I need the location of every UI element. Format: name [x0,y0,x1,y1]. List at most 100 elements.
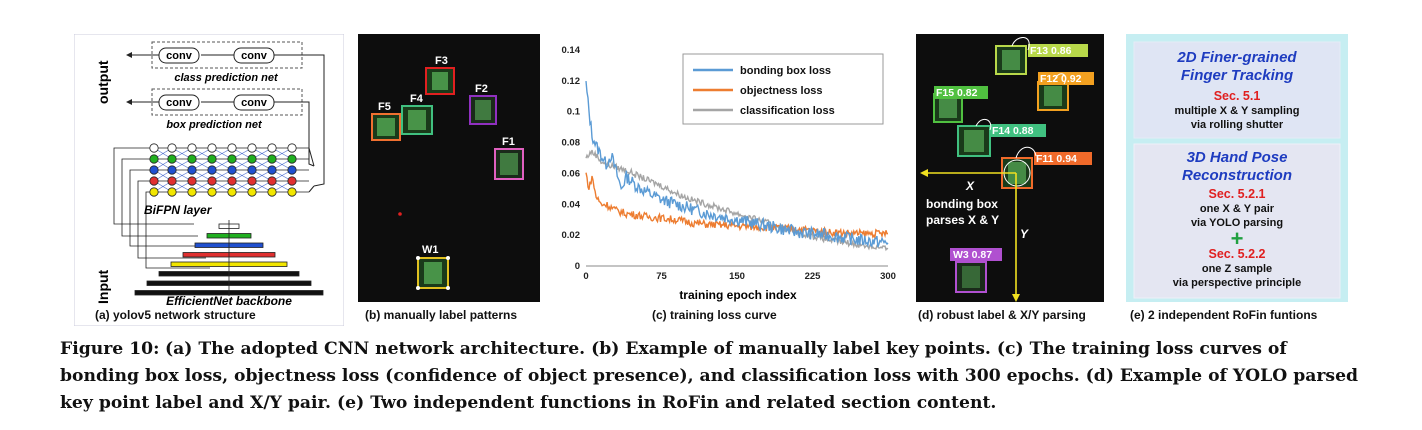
output-label: output [95,60,111,104]
finger-box-f2: F2 [469,83,497,125]
svg-text:one X & Y pair: one X & Y pair [1200,203,1275,215]
svg-text:conv: conv [241,97,268,109]
y-tick-label: 0 [575,261,580,272]
x-tick-label: 300 [880,271,896,282]
bifpn-node [287,165,297,175]
bifpn-node [187,187,197,197]
bifpn-node [167,165,177,175]
svg-text:F12 0.92: F12 0.92 [1040,73,1082,85]
bifpn-node [247,154,257,164]
bifpn-node [267,176,277,186]
x-tick-label: 225 [805,271,822,282]
bifpn-node [267,154,277,164]
label-f14: F14 0.88 [957,124,1046,157]
bifpn-node [167,187,177,197]
svg-text:F1: F1 [502,136,515,148]
bifpn-node [267,143,277,153]
bifpn-node [227,143,237,153]
bifpn-node [267,165,277,175]
efficientnet-backbone [134,220,324,296]
bifpn-node [149,143,159,153]
label-f15: F15 0.82 [933,86,988,123]
bifpn-node [267,187,277,197]
x-axis-label: X [965,179,975,193]
svg-text:F13 0.86: F13 0.86 [1030,45,1072,57]
bifpn-node [167,143,177,153]
bifpn-node [247,165,257,175]
svg-text:multiple X & Y sampling: multiple X & Y sampling [1175,105,1300,117]
plus-icon: + [1231,226,1244,251]
bifpn-node [227,154,237,164]
conv-block: conv [233,47,275,64]
parse-text-1: bonding box [926,197,998,211]
backbone-label: EfficientNet backbone [166,294,292,308]
bifpn-node [207,187,217,197]
svg-text:via perspective principle: via perspective principle [1173,277,1301,289]
y-tick-label: 0.04 [562,199,581,210]
bifpn-node [207,165,217,175]
figure-number: Figure 10: [60,339,160,359]
panel-c-loss-chart: 0 75 150 225 300 0 0.02 0.04 0.06 0.08 0.1 0.12 0.14… [548,34,900,326]
svg-text:F11 0.94: F11 0.94 [1036,153,1077,165]
svg-text:F3: F3 [435,55,448,67]
bifpn-node [207,143,217,153]
bifpn-node [167,176,177,186]
svg-text:conv: conv [166,50,193,62]
svg-text:Finger Tracking: Finger Tracking [1181,67,1293,84]
series-line-objectness [585,172,889,240]
conv-block: conv [158,47,200,64]
panel-b-label-patterns: F3 F4 F5 F2 F1 W1 [358,34,540,302]
finger-box-f1: F1 [494,136,524,180]
bifpn-node [207,176,217,186]
bifpn-node [149,165,159,175]
bifpn-node [187,176,197,186]
function-box-3d: 3D Hand Pose Reconstruction Sec. 5.2.1 o… [1133,143,1341,299]
y-tick-label: 0.14 [562,45,581,56]
svg-text:Sec. 5.1: Sec. 5.1 [1214,89,1261,103]
series-line-classification [585,149,889,252]
label-f13: F13 0.86 [995,44,1088,75]
bifpn-node [247,187,257,197]
svg-text:3D Hand Pose: 3D Hand Pose [1187,149,1288,166]
bifpn-node [227,165,237,175]
svg-text:F5: F5 [378,101,391,113]
subcaption-d: (d) robust label & X/Y parsing [918,308,1086,322]
finger-box-f5: F5 [371,101,401,141]
bifpn-node [247,143,257,153]
svg-text:via rolling shutter: via rolling shutter [1191,119,1284,131]
x-tick-label: 0 [583,271,588,282]
bifpn-node [187,165,197,175]
caption-text: (a) The adopted CNN network architecture… [60,339,1359,413]
legend-label: objectness loss [740,85,823,97]
finger-box-f3: F3 [425,55,455,95]
svg-text:F2: F2 [475,83,488,95]
y-axis-label: Y [1020,227,1029,241]
bifpn-node [167,154,177,164]
svg-text:W3 0.87: W3 0.87 [953,249,992,261]
panel-e-functions: 2D Finer-grained Finger Tracking Sec. 5.… [1126,34,1348,302]
y-tick-label: 0.06 [562,168,581,179]
bifpn-node [187,154,197,164]
svg-text:F14 0.88: F14 0.88 [992,125,1034,137]
subcaption-c: (c) training loss curve [652,308,777,322]
bifpn-node [247,176,257,186]
legend-label: bonding box loss [740,65,831,77]
bifpn-layer [113,143,315,269]
y-tick-label: 0.02 [562,230,581,241]
svg-text:Reconstruction: Reconstruction [1182,167,1292,184]
bifpn-label: BiFPN layer [144,203,213,217]
bifpn-node [227,176,237,186]
svg-text:2D Finer-grained: 2D Finer-grained [1176,49,1297,66]
bifpn-node [287,176,297,186]
svg-text:via YOLO parsing: via YOLO parsing [1191,217,1283,229]
chart-series [585,81,889,252]
bifpn-node [187,143,197,153]
parse-text-2: parses X & Y [926,213,999,227]
bifpn-node [227,187,237,197]
bifpn-node [149,154,159,164]
class-prediction-net-label: class prediction net [174,72,279,84]
bifpn-node [287,187,297,197]
label-w3: W3 0.87 [950,248,1002,293]
subcaption-b: (b) manually label patterns [365,308,518,322]
y-tick-label: 0.08 [562,138,581,149]
